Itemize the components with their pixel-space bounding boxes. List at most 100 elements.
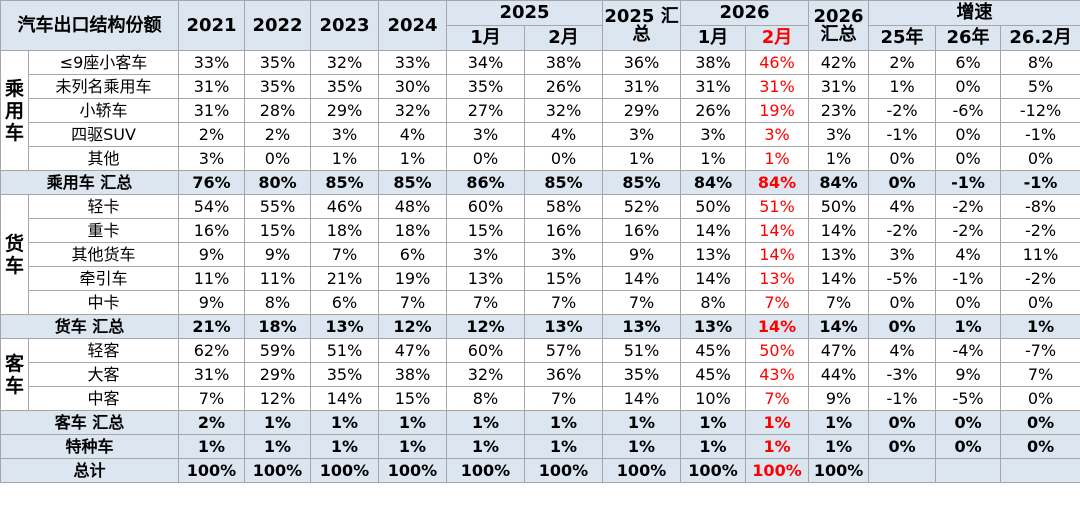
cell: 0% [868, 314, 937, 339]
cell: 1% [745, 410, 810, 435]
cell: 51% [602, 338, 682, 363]
cell: 1% [378, 434, 447, 459]
cell: 31% [178, 98, 245, 123]
cell: 14% [808, 218, 870, 243]
cell: 60% [446, 338, 525, 363]
cell: 19% [745, 98, 810, 123]
cell: 100% [446, 458, 525, 483]
cell: 0% [935, 122, 1002, 147]
cell: 84% [680, 170, 747, 195]
cell: 12% [244, 386, 311, 411]
cell: 32% [523, 98, 604, 123]
cell: 23% [808, 98, 870, 123]
cell: 55% [244, 194, 311, 219]
cell: 8% [1000, 50, 1080, 75]
cell: 58% [523, 194, 604, 219]
cell: 1% [446, 410, 525, 435]
column-subheader: 26.2月 [1000, 25, 1080, 51]
cell: 1% [680, 146, 747, 171]
cell: 1% [378, 410, 447, 435]
cell: 9% [178, 242, 245, 267]
cell: 60% [446, 194, 525, 219]
subtotal-label: 货车 汇总 [0, 314, 179, 339]
group-label: 乘用车 [0, 50, 29, 171]
column-header: 2024 [378, 0, 447, 51]
cell: 11% [178, 266, 245, 291]
cell: 18% [244, 314, 311, 339]
cell: 4% [378, 122, 447, 147]
cell: 0% [935, 74, 1002, 99]
cell: 85% [378, 170, 447, 195]
column-subheader: 1月 [446, 25, 525, 51]
cell: 100% [178, 458, 245, 483]
cell: 36% [602, 50, 682, 75]
cell: 3% [446, 242, 525, 267]
cell: 43% [745, 362, 810, 387]
cell: 100% [244, 458, 311, 483]
cell: 4% [523, 122, 604, 147]
row-label: 轻卡 [28, 194, 179, 219]
cell: 35% [446, 74, 525, 99]
cell: -1% [868, 386, 937, 411]
cell: 54% [178, 194, 245, 219]
cell: 7% [523, 386, 604, 411]
cell: 50% [745, 338, 810, 363]
cell: 0% [523, 146, 604, 171]
cell: 32% [310, 50, 379, 75]
cell: 30% [378, 74, 447, 99]
cell: 14% [808, 314, 870, 339]
cell: 6% [378, 242, 447, 267]
cell: 0% [868, 410, 937, 435]
cell: 51% [745, 194, 810, 219]
table-row: 总计 100% 100% 100% 100% 100% 100% 100% 100% 100% 10… [0, 458, 1080, 483]
cell: 35% [310, 74, 379, 99]
cell: 3% [808, 122, 870, 147]
column-header: 2026 [680, 0, 810, 26]
cell: 85% [602, 170, 682, 195]
empty-cell [935, 458, 1002, 483]
cell: 3% [178, 146, 245, 171]
cell: 9% [178, 290, 245, 315]
cell: 9% [602, 242, 682, 267]
cell: 3% [523, 242, 604, 267]
cell: 16% [523, 218, 604, 243]
row-label: 轻客 [28, 338, 179, 363]
cell: 31% [178, 362, 245, 387]
column-header: 2025 汇总 [602, 0, 682, 51]
cell: 84% [808, 170, 870, 195]
cell: -1% [935, 170, 1002, 195]
column-header: 2026 汇总 [808, 0, 870, 51]
cell: 0% [446, 146, 525, 171]
cell: 9% [808, 386, 870, 411]
cell: -5% [868, 266, 937, 291]
cell: 1% [602, 410, 682, 435]
cell: 46% [745, 50, 810, 75]
cell: 18% [378, 218, 447, 243]
cell: 0% [1000, 290, 1080, 315]
cell: 4% [868, 338, 937, 363]
cell: 1% [310, 434, 379, 459]
cell: 1% [680, 410, 747, 435]
table-row: 中客 7% 12% 14% 15% 8% 7% 14% 10% 7% 9% -1% -5% 0% [1, 386, 1080, 411]
cell: 7% [808, 290, 870, 315]
table-row: 客车 汇总 2% 1% 1% 1% 1% 1% 1% 1% 1% 1% 0% 0% 0% [0, 410, 1080, 435]
cell: 80% [244, 170, 311, 195]
cell: 7% [745, 290, 810, 315]
cell: 1% [244, 434, 311, 459]
cell: 32% [446, 362, 525, 387]
cell: 14% [745, 242, 810, 267]
cell: -2% [1000, 266, 1080, 291]
cell: 7% [446, 290, 525, 315]
cell: 0% [1000, 146, 1080, 171]
row-label: 其他货车 [28, 242, 179, 267]
cell: 8% [446, 386, 525, 411]
cell: 0% [1000, 434, 1080, 459]
cell: 3% [310, 122, 379, 147]
cell: 35% [310, 362, 379, 387]
cell: 1% [808, 410, 870, 435]
cell: 1% [244, 410, 311, 435]
table-row: 乘用车 ≤9座小客车 33% 35% 32% 33% 34% 38% 36% 38% 46% 42% 2… [0, 50, 1080, 171]
cell: 1% [523, 410, 604, 435]
cell: 10% [680, 386, 747, 411]
cell: 15% [446, 218, 525, 243]
